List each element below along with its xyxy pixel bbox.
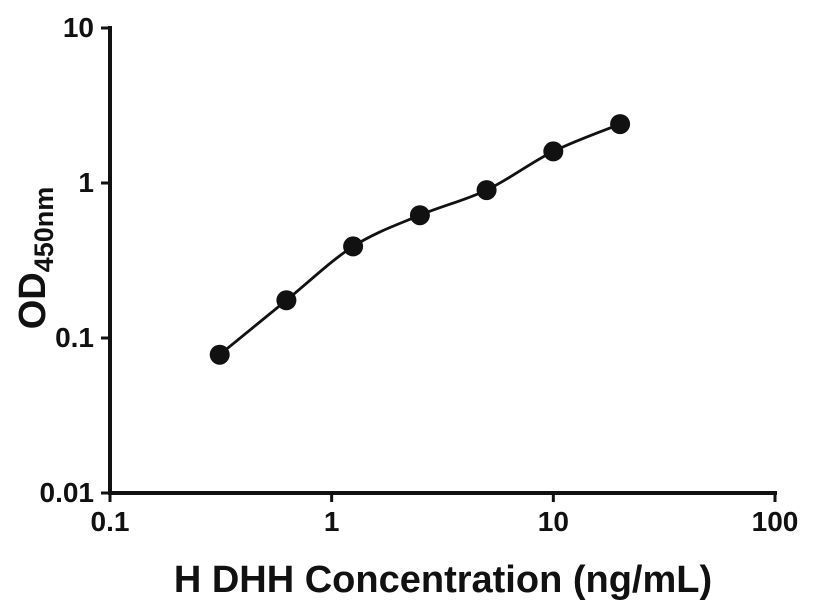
data-series — [209, 114, 631, 365]
y-axis-title-subscript: 450nm — [29, 187, 59, 273]
data-point-marker — [343, 236, 364, 257]
data-point-marker — [476, 180, 497, 201]
y-tick-label: 1 — [78, 167, 94, 198]
x-tick-label: 0.1 — [91, 506, 130, 537]
axis-spine — [108, 26, 777, 495]
data-point-marker — [409, 205, 430, 226]
y-tick-label: 0.01 — [40, 477, 95, 508]
data-point-marker — [209, 344, 230, 365]
x-tick-label: 100 — [752, 506, 799, 537]
y-axis-title-main: OD — [12, 272, 54, 329]
data-point-marker — [276, 290, 297, 311]
x-tick-label: 10 — [538, 506, 569, 537]
y-tick-label: 10 — [63, 12, 94, 43]
data-point-marker — [610, 114, 631, 135]
x-axis-title: H DHH Concentration (ng/mL) — [174, 559, 712, 601]
data-point-marker — [543, 141, 564, 162]
y-axis-title: OD450nm — [12, 187, 59, 330]
y-tick-label: 0.1 — [55, 322, 94, 353]
x-tick-label: 1 — [324, 506, 340, 537]
